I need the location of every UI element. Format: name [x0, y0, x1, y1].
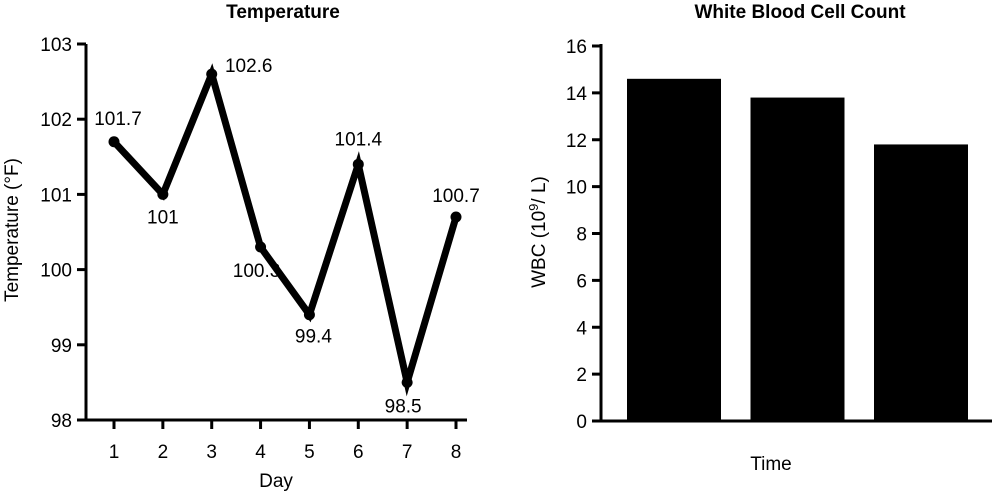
wbc-y-tick-label: 10 [566, 178, 587, 199]
temperature-data-label: 99.4 [295, 327, 332, 348]
wbc-y-tick-label: 14 [566, 84, 588, 105]
wbc-y-ticks: 0 2 4 6 8 10 12 14 16 [566, 37, 601, 433]
wbc-y-tick-label: 12 [566, 131, 587, 152]
temperature-y-tick-label: 99 [51, 336, 72, 357]
wbc-y-tick-label: 6 [576, 271, 587, 292]
temperature-x-tick-label: 6 [353, 442, 364, 463]
temperature-x-tick-label: 3 [206, 442, 217, 463]
wbc-chart: White Blood Cell Count 0 2 4 6 8 10 12 14 16 Tim… [526, 2, 992, 475]
temperature-point [157, 188, 169, 200]
temperature-x-tick-label: 8 [451, 442, 462, 463]
temperature-point [401, 376, 413, 388]
temperature-chart-title: Temperature [226, 2, 340, 23]
temperature-y-axis-label: Temperature (°F) [2, 158, 23, 302]
temperature-line [111, 63, 460, 397]
temperature-y-tick-label: 98 [51, 411, 72, 432]
temperature-data-label: 101.7 [94, 109, 142, 130]
temperature-data-label: 100.7 [432, 186, 480, 207]
wbc-x-axis-label: Time [750, 454, 792, 475]
temperature-y-tick-label: 101 [40, 185, 72, 206]
temperature-data-label: 101.4 [335, 129, 383, 150]
temperature-data-label: 100.3 [233, 261, 281, 282]
wbc-y-axis-label-suffix: / L) [529, 176, 550, 203]
temperature-x-tick-label: 4 [255, 442, 266, 463]
temperature-x-tick-label: 5 [304, 442, 315, 463]
temperature-y-tick-label: 102 [40, 110, 72, 131]
temperature-y-ticks: 98 99 100 101 102 103 [40, 35, 86, 432]
temperature-point [206, 68, 218, 80]
temperature-chart: Temperature 98 99 100 101 102 103 1 2 3 4 5 6 7 8 10… [2, 2, 480, 492]
temperature-x-tick-label: 7 [402, 442, 413, 463]
wbc-y-tick-label: 16 [566, 37, 587, 58]
wbc-bar [874, 144, 968, 421]
temperature-data-labels: 101.7 101 102.6 100.3 99.4 101.4 98.5 100.7 [94, 56, 480, 417]
temperature-x-tick-label: 1 [109, 442, 120, 463]
wbc-y-tick-label: 8 [576, 225, 587, 246]
wbc-y-tick-label: 2 [576, 365, 587, 386]
wbc-chart-title: White Blood Cell Count [694, 2, 906, 23]
temperature-x-ticks: 1 2 3 4 5 6 7 8 [109, 420, 462, 463]
wbc-bar [627, 78, 721, 421]
wbc-y-tick-label: 4 [576, 318, 587, 339]
temperature-data-label: 98.5 [385, 396, 422, 417]
temperature-x-tick-label: 2 [158, 442, 169, 463]
temperature-point [108, 136, 120, 148]
wbc-bars [627, 78, 968, 421]
temperature-point [352, 158, 364, 170]
wbc-y-axis-label-superscript: 9 [526, 204, 541, 211]
wbc-y-axis-label: WBC (109/ L) [526, 176, 550, 288]
temperature-data-label: 101 [147, 207, 179, 228]
temperature-point [255, 241, 267, 253]
wbc-bar [750, 97, 845, 421]
wbc-y-axis-label-prefix: WBC (10 [529, 211, 550, 288]
temperature-series [108, 63, 462, 397]
temperature-point [303, 309, 315, 321]
wbc-y-tick-label: 0 [576, 412, 587, 433]
temperature-y-tick-label: 100 [40, 261, 72, 282]
temperature-x-axis-label: Day [259, 471, 293, 492]
temperature-y-tick-label: 103 [40, 35, 72, 56]
temperature-data-label: 102.6 [225, 56, 273, 77]
temperature-point [450, 211, 462, 223]
